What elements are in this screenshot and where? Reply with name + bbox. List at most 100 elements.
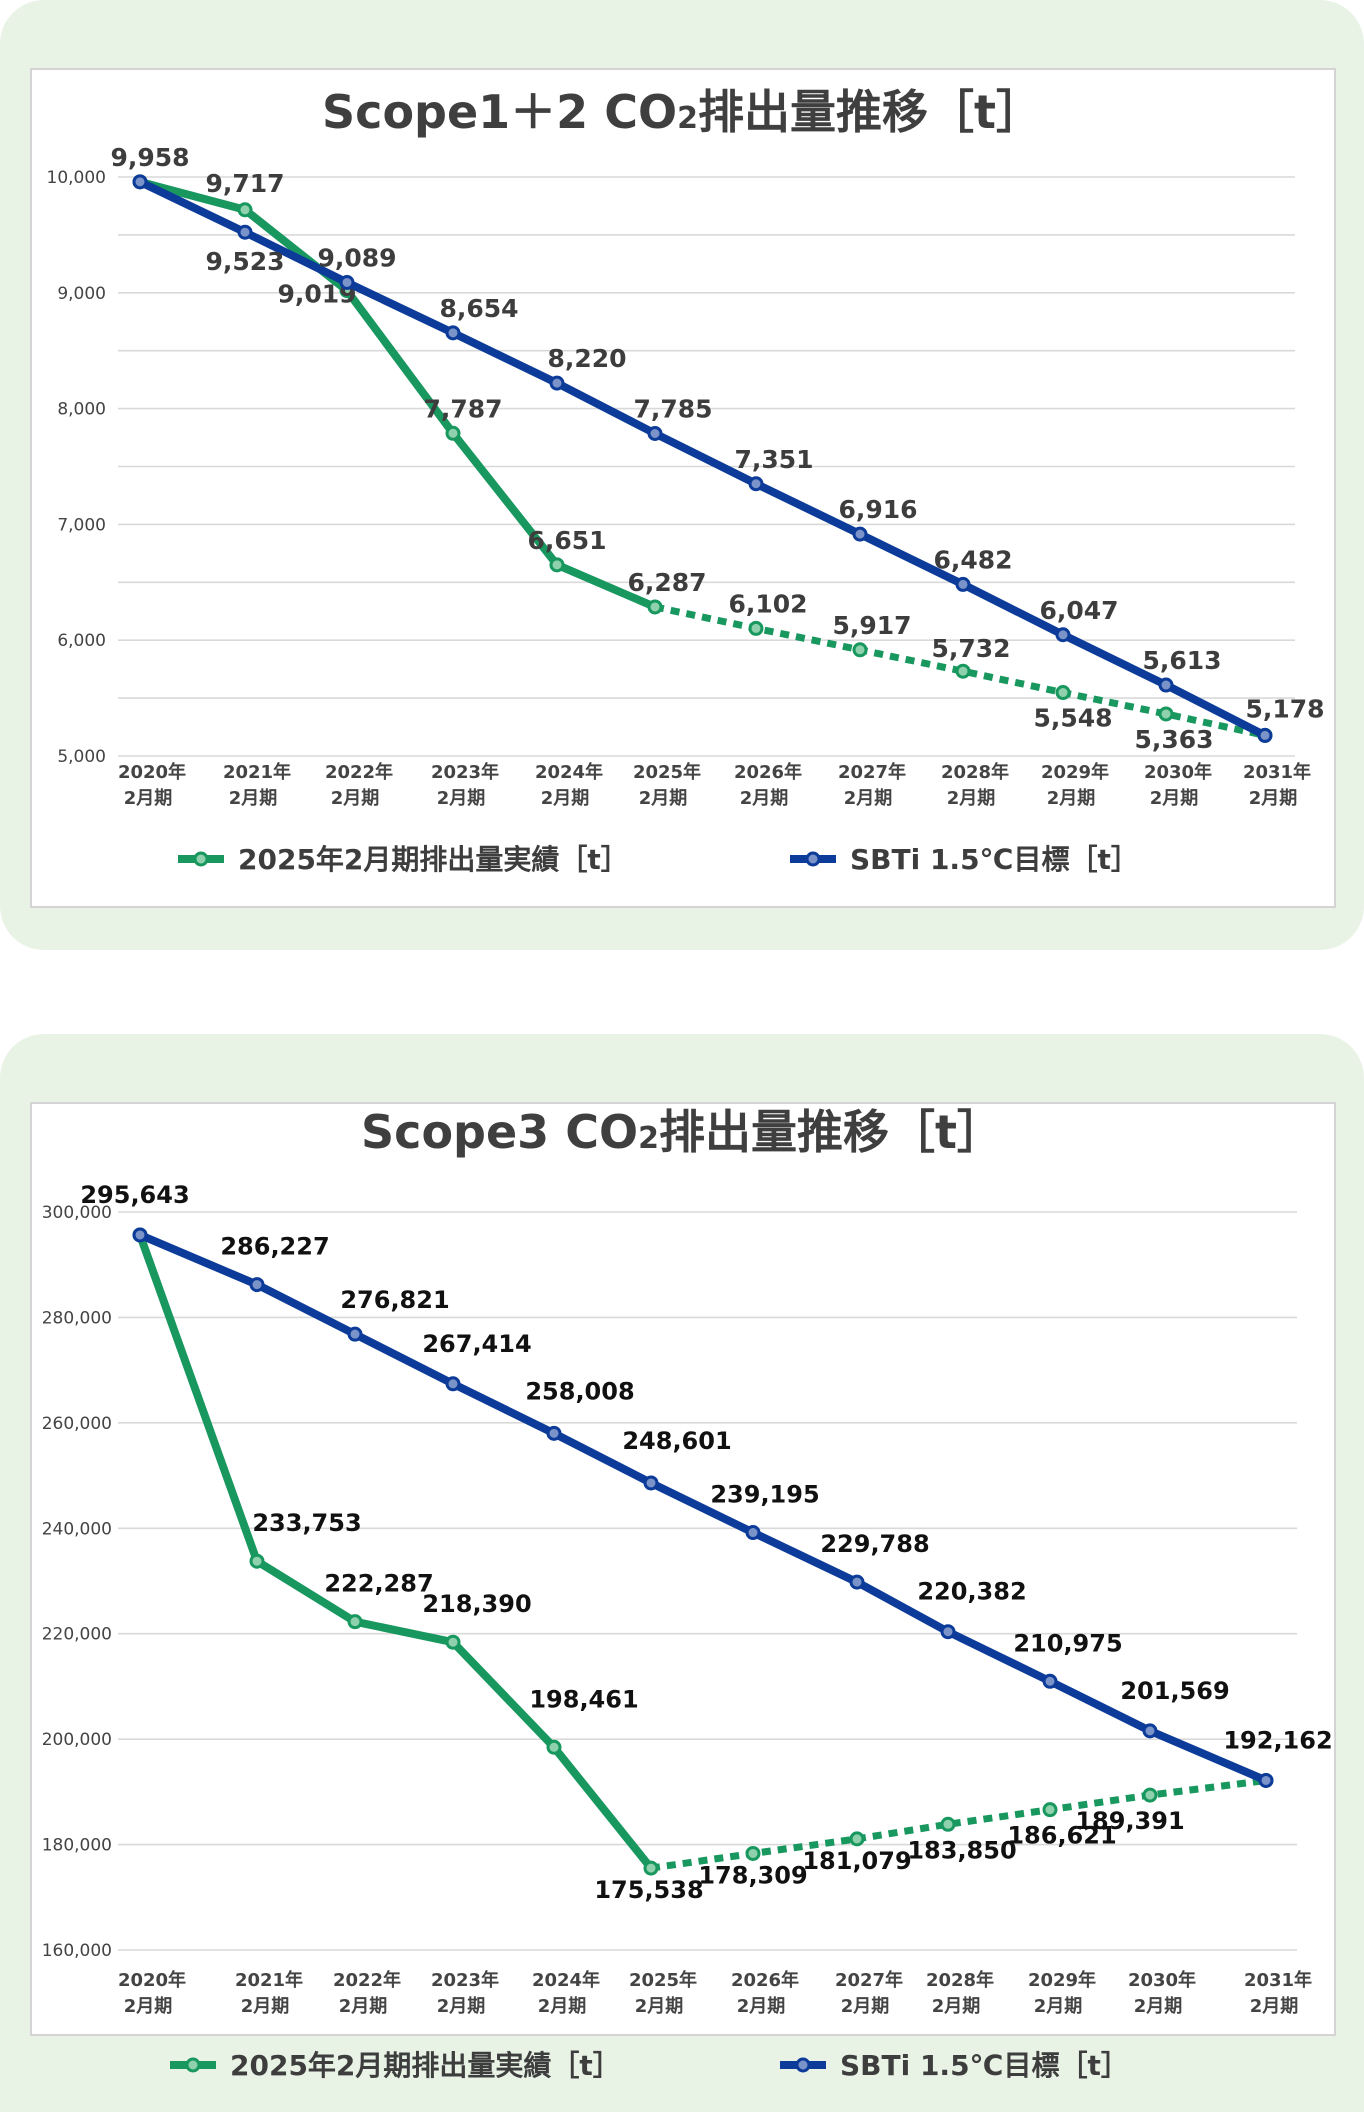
data-point (1158, 706, 1174, 722)
y-tick-label: 260,000 (42, 1414, 112, 1434)
data-point (745, 1525, 761, 1541)
y-tick-label: 10,000 (47, 168, 106, 188)
data-label: 286,227 (220, 1233, 329, 1261)
data-label: 210,975 (1013, 1629, 1122, 1657)
legend-marker (805, 851, 821, 867)
x-axis: 2020年 2月期 2021年 2月期 2022年 2月期 2023年 2月期 2024年 2月期… (118, 761, 1311, 809)
data-point (1042, 1802, 1058, 1818)
data-point (1042, 1673, 1058, 1689)
chart-title: Scope3 CO2排出量推移［t］ (361, 1105, 1003, 1159)
legend-label: 2025年2月期排出量実績［t］ (238, 843, 629, 876)
x-tick-label: 2031年 2月期 (1244, 1969, 1312, 2017)
data-point (940, 1624, 956, 1640)
y-tick-label: 5,000 (57, 747, 106, 767)
x-tick-label: 2029年 2月期 (1028, 1969, 1096, 2017)
gridlines (118, 1211, 1297, 1951)
y-tick-label: 6,000 (57, 631, 106, 651)
data-label: 6,287 (627, 568, 706, 597)
y-tick-label: 9,000 (57, 284, 106, 304)
y-tick-label: 240,000 (42, 1519, 112, 1539)
y-tick-label: 7,000 (57, 515, 106, 535)
data-point (647, 425, 663, 441)
data-label: 9,717 (205, 169, 284, 198)
data-label: 9,523 (205, 247, 284, 276)
data-point (955, 663, 971, 679)
legend: 2025年2月期排出量実績［t］ SBTi 1.5℃目標［t］ (178, 843, 1139, 876)
data-point (849, 1574, 865, 1590)
data-point (745, 1845, 761, 1861)
data-label: 248,601 (622, 1427, 731, 1455)
data-point (852, 526, 868, 542)
data-label: 5,917 (832, 611, 911, 640)
data-point (643, 1475, 659, 1491)
series-line (136, 177, 659, 611)
data-label: 178,309 (698, 1861, 807, 1889)
data-label: 175,538 (594, 1876, 703, 1904)
series-line (136, 1230, 1270, 1785)
data-point (249, 1277, 265, 1293)
data-point (748, 476, 764, 492)
data-point (347, 1614, 363, 1630)
data-label: 6,482 (933, 545, 1012, 574)
data-point (237, 202, 253, 218)
data-label: 5,178 (1245, 694, 1324, 723)
data-label: 183,850 (907, 1836, 1016, 1864)
x-tick-label: 2028年 2月期 (941, 761, 1009, 809)
data-point (1142, 1723, 1158, 1739)
data-point (1055, 627, 1071, 643)
data-label: 6,047 (1039, 596, 1118, 625)
y-tick-label: 180,000 (42, 1836, 112, 1856)
data-point (1257, 727, 1273, 743)
data-label: 233,753 (252, 1509, 361, 1537)
series-line (136, 1230, 655, 1873)
data-point (237, 224, 253, 240)
data-point (249, 1553, 265, 1569)
data-point (1258, 1772, 1274, 1788)
x-tick-label: 2025年 2月期 (629, 1969, 697, 2017)
legend-label: SBTi 1.5℃目標［t］ (850, 843, 1139, 876)
legend-label: SBTi 1.5℃目標［t］ (840, 2049, 1129, 2082)
data-label: 201,569 (1120, 1677, 1229, 1705)
data-point (1142, 1787, 1158, 1803)
y-axis: 160,000 180,000 200,000 220,000 240,000 260,0… (42, 1203, 112, 1961)
data-point (647, 599, 663, 615)
data-point (445, 325, 461, 341)
data-label: 186,621 (1007, 1822, 1116, 1850)
data-label: 7,787 (423, 394, 502, 423)
data-label: 8,220 (547, 344, 626, 373)
x-tick-label: 2028年 2月期 (926, 1969, 994, 2017)
data-point (132, 174, 148, 190)
data-label: 267,414 (422, 1330, 531, 1358)
x-tick-label: 2024年 2月期 (532, 1969, 600, 2017)
data-label: 181,079 (802, 1847, 911, 1875)
data-label: 229,788 (820, 1530, 929, 1558)
data-label: 198,461 (529, 1685, 638, 1713)
y-tick-label: 160,000 (42, 1941, 112, 1961)
series-sbti-target: 295,643 286,227 276,821 267,414 258,008 248,6… (80, 1181, 1333, 1788)
data-label: 222,287 (324, 1570, 433, 1598)
data-label: 9,958 (110, 143, 189, 172)
data-point (546, 1739, 562, 1755)
x-tick-label: 2023年 2月期 (431, 761, 499, 809)
y-tick-label: 220,000 (42, 1625, 112, 1645)
data-label: 258,008 (525, 1377, 634, 1405)
y-tick-label: 200,000 (42, 1730, 112, 1750)
gridlines (118, 176, 1295, 757)
x-tick-label: 2021年 2月期 (223, 761, 291, 809)
data-point (546, 1425, 562, 1441)
y-tick-label: 8,000 (57, 400, 106, 420)
data-point (955, 576, 971, 592)
series-line (136, 177, 1269, 740)
y-axis: 5,000 6,000 7,000 8,000 9,000 10,000 (47, 168, 106, 767)
data-point (852, 642, 868, 658)
y-tick-label: 280,000 (42, 1308, 112, 1328)
data-label: 192,162 (1223, 1726, 1332, 1754)
data-point (748, 620, 764, 636)
legend: 2025年2月期排出量実績［t］ SBTi 1.5℃目標［t］ (170, 2049, 1129, 2082)
series-actual: 9,9589,7179,0197,7876,6516,2876,1025,917… (110, 143, 1273, 754)
y-tick-label: 300,000 (42, 1203, 112, 1223)
x-tick-label: 2030年 2月期 (1144, 761, 1212, 809)
data-point (445, 425, 461, 441)
